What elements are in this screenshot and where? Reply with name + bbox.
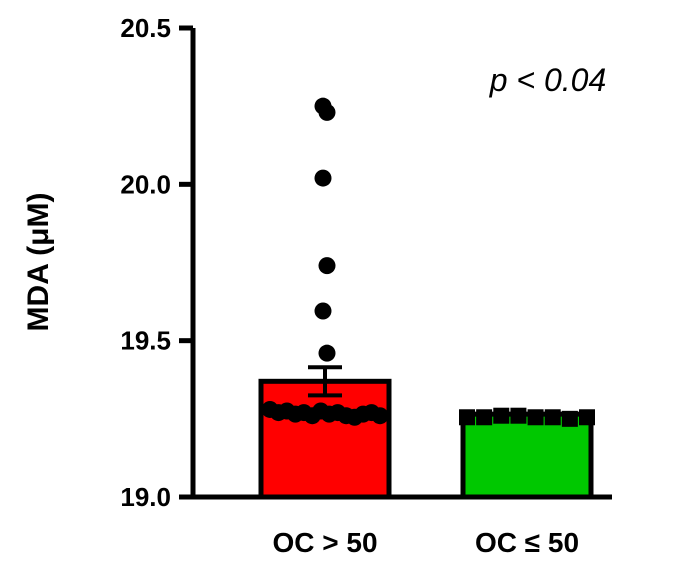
data-point [579,409,595,426]
data-point [314,169,332,187]
data-point [527,409,544,426]
data-point [476,409,493,426]
data-point [371,407,389,425]
data-point [314,302,332,320]
y-tick-label: 19.0 [120,482,171,512]
data-point [493,407,510,424]
points-group [261,97,595,427]
data-point [459,409,475,426]
p-value-annotation: p < 0.04 [489,62,607,98]
y-tick-label: 20.0 [120,169,171,199]
data-point [561,410,578,427]
x-category-label: OC ≤ 50 [475,527,579,558]
data-point [318,103,336,121]
data-point [544,409,561,426]
bar-0 [258,378,392,500]
x-category-label: OC > 50 [272,527,377,558]
y-ticks-group: 19.0 19.5 20.0 20.5 [120,13,193,512]
y-axis-label: MDA (μM) [22,193,55,332]
x-labels-group: OC > 50 OC ≤ 50 [272,527,579,558]
y-tick-label: 19.5 [120,326,171,356]
error-bars-group [308,365,342,398]
data-point [510,407,527,424]
data-point [318,257,336,275]
axes-group [190,28,612,500]
data-point [318,344,336,362]
bars-group [258,378,594,500]
y-tick-label: 20.5 [120,13,171,43]
